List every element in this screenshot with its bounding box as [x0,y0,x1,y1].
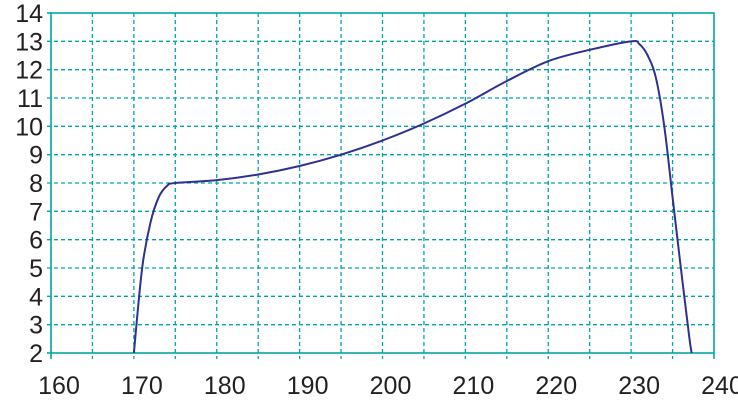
x-tick-label: 230 [618,372,660,400]
y-tick-label: 2 [29,340,43,368]
x-tick-label: 180 [204,372,246,400]
x-tick-label: 200 [370,372,412,400]
y-tick-label: 6 [29,227,43,255]
x-tick-label: 190 [287,372,329,400]
grid [47,13,714,359]
x-tick-label: 240 [701,372,738,400]
y-tick-label: 14 [15,0,43,28]
x-tick-label: 220 [535,372,577,400]
y-tick-label: 11 [17,85,43,113]
x-tick-labels: 160 170 180 190 200 210 220 230 240 [38,372,738,400]
x-tick-label: 210 [453,372,495,400]
series-layer [132,40,693,354]
plot-border [50,12,715,354]
y-tick-label: 13 [15,28,43,56]
y-tick-label: 10 [15,113,43,141]
y-tick-label: 5 [29,255,43,283]
y-tick-label: 9 [29,142,43,170]
series-line [132,40,693,354]
y-tick-label: 7 [29,198,43,226]
x-tick-label: 160 [38,372,80,400]
y-tick-label: 8 [29,170,43,198]
y-tick-label: 12 [15,57,43,85]
y-tick-label: 3 [29,312,43,340]
plot-frame [47,12,715,359]
x-tick-label: 170 [121,372,163,400]
y-tick-label: 4 [29,283,43,311]
